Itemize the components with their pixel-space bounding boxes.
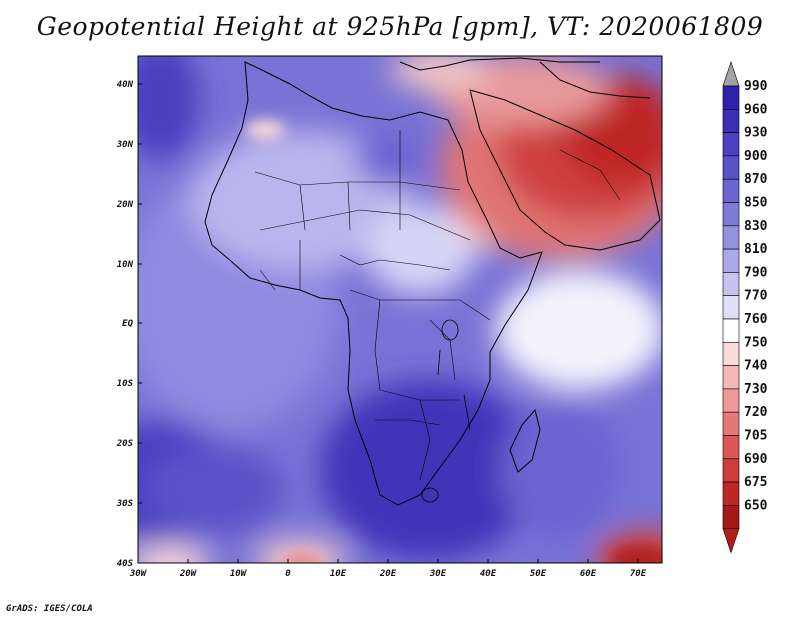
colorbar-box (722, 109, 740, 133)
colorbar-label: 770 (744, 289, 768, 304)
longitude-labels: 30W 20W 10W 0 10E 20E 30E 40E 50E 60E 70… (129, 569, 647, 579)
colorbar-label: 810 (744, 242, 768, 257)
colorbar-label: 870 (744, 172, 768, 187)
latitude-labels: 40N 30N 20N 10N EQ 10S 20S 30S 40S (116, 80, 134, 569)
lon-label: 0 (285, 569, 291, 579)
colorbar-box (722, 411, 740, 436)
colorbar-box (722, 272, 740, 296)
lon-label: 20E (379, 569, 397, 579)
colorbar-box (722, 225, 740, 250)
colorbar-label: 830 (744, 219, 768, 234)
country-borders (254, 130, 621, 481)
colorbar-label: 900 (744, 149, 768, 164)
lon-label: 30E (429, 569, 447, 579)
axis-ticks (138, 83, 639, 563)
lat-label: 30S (116, 499, 134, 509)
colorbar-label: 990 (744, 79, 768, 94)
credit-text: GrADS: IGES/COLA (6, 604, 93, 614)
colorbar-label: 720 (744, 405, 768, 420)
colorbar-over-triangle (722, 61, 740, 87)
lat-label: 20S (116, 439, 134, 449)
colorbar-label: 705 (744, 429, 767, 444)
coastlines (204, 57, 661, 506)
colorbar-label: 650 (744, 498, 768, 513)
colorbar-box (722, 505, 740, 529)
colorbar-under-triangle (722, 528, 740, 554)
colorbar-label: 740 (744, 359, 768, 374)
colorbar-label: 690 (744, 452, 768, 467)
lon-label: 10W (230, 569, 248, 579)
lon-label: 70E (630, 569, 647, 579)
map-frame (137, 55, 663, 564)
lon-label: 30W (129, 569, 148, 579)
lat-label: 30N (116, 140, 134, 150)
lat-label: 10N (117, 260, 134, 270)
lat-label: EQ (122, 319, 133, 329)
colorbar: 990 960 930 900 870 850 830 810 790 770 760 750 740 7… (722, 61, 768, 554)
colorbar-label: 675 (744, 475, 767, 490)
colorbar-box (722, 481, 740, 506)
colorbar-box (722, 178, 740, 203)
lat-label: 10S (117, 379, 134, 389)
colorbar-label: 930 (744, 126, 768, 141)
colorbar-box (722, 435, 740, 460)
colorbar-box (722, 202, 740, 227)
colorbar-box (722, 318, 740, 343)
lat-label: 20N (116, 200, 134, 210)
lat-label: 40S (117, 559, 134, 569)
height-field (138, 56, 662, 563)
colorbar-box (722, 365, 740, 390)
map-title: Geopotential Height at 925hPa [gpm], VT:… (36, 12, 764, 41)
colorbar-label: 730 (744, 382, 768, 397)
colorbar-box (722, 388, 740, 413)
colorbar-box (722, 248, 740, 273)
colorbar-label: 960 (744, 102, 768, 117)
colorbar-label: 790 (744, 265, 768, 280)
colorbar-box (722, 341, 740, 366)
colorbar-label: 850 (744, 196, 768, 211)
colorbar-label: 760 (744, 312, 768, 327)
colorbar-box (722, 458, 740, 483)
lon-label: 20W (179, 569, 198, 579)
lon-label: 50E (530, 569, 547, 579)
lon-label: 40E (480, 569, 497, 579)
colorbar-box (722, 155, 740, 180)
colorbar-box (722, 85, 740, 110)
lat-label: 40N (117, 80, 134, 90)
colorbar-box (722, 295, 740, 320)
colorbar-box (722, 132, 740, 157)
lon-label: 60E (580, 569, 597, 579)
lon-label: 10E (330, 569, 347, 579)
colorbar-label: 750 (744, 335, 768, 350)
